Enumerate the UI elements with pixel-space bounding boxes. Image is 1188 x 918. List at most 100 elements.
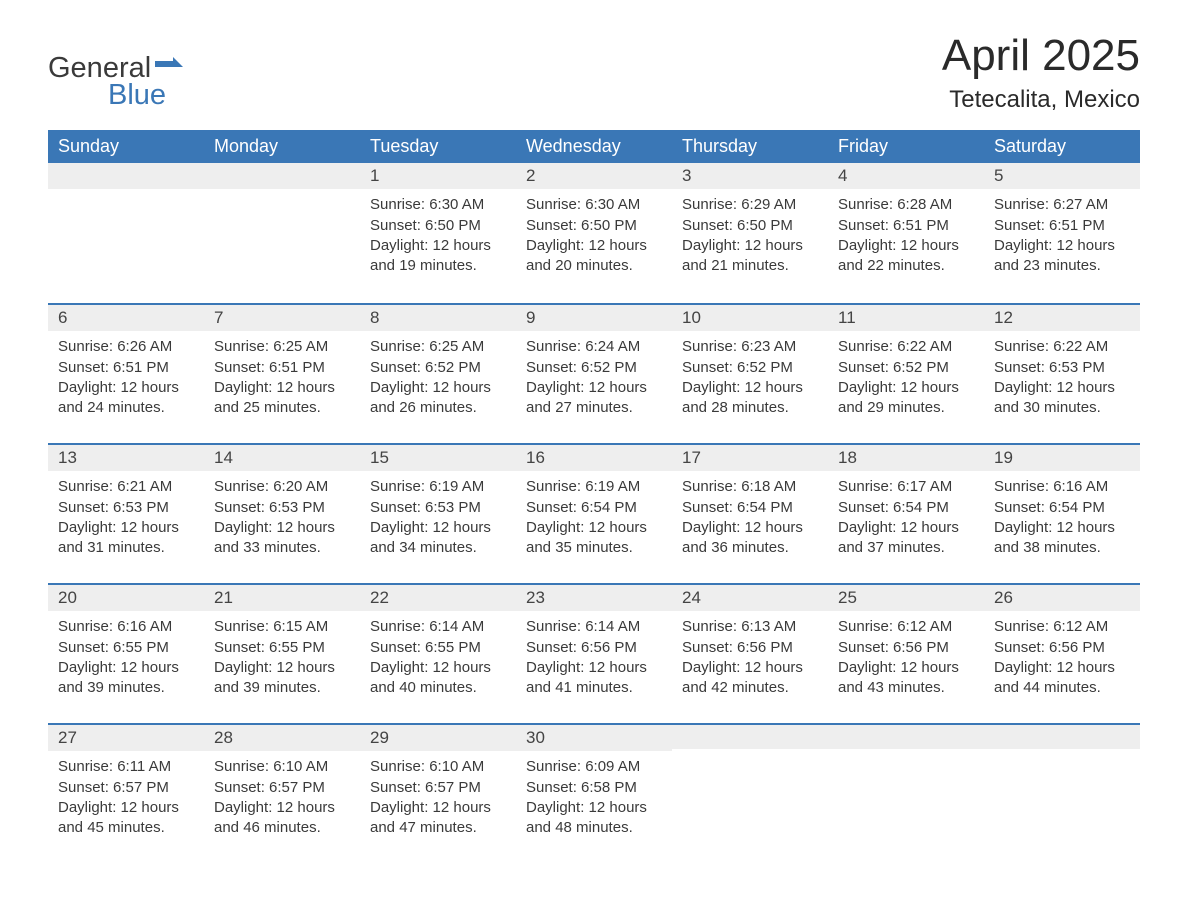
- daylight-line: Daylight: 12 hours and 30 minutes.: [994, 378, 1130, 419]
- daylight-line: Daylight: 12 hours and 28 minutes.: [682, 378, 818, 419]
- day-header: Friday: [828, 130, 984, 163]
- day-content: Sunrise: 6:11 AMSunset: 6:57 PMDaylight:…: [48, 751, 204, 846]
- daynum-bar: 21: [204, 583, 360, 611]
- day-content: Sunrise: 6:21 AMSunset: 6:53 PMDaylight:…: [48, 471, 204, 566]
- day-content: Sunrise: 6:14 AMSunset: 6:55 PMDaylight:…: [360, 611, 516, 706]
- sunrise-line: Sunrise: 6:16 AM: [994, 477, 1130, 497]
- sunrise-line: Sunrise: 6:15 AM: [214, 617, 350, 637]
- sunrise-line: Sunrise: 6:14 AM: [370, 617, 506, 637]
- daylight-line: Daylight: 12 hours and 22 minutes.: [838, 236, 974, 277]
- sunset-line: Sunset: 6:52 PM: [682, 358, 818, 378]
- daylight-line: Daylight: 12 hours and 21 minutes.: [682, 236, 818, 277]
- daylight-line: Daylight: 12 hours and 29 minutes.: [838, 378, 974, 419]
- calendar-day-cell: [672, 723, 828, 863]
- daynum-bar: 8: [360, 303, 516, 331]
- day-content: Sunrise: 6:28 AMSunset: 6:51 PMDaylight:…: [828, 189, 984, 284]
- sunset-line: Sunset: 6:56 PM: [838, 638, 974, 658]
- calendar-day-cell: 18 Sunrise: 6:17 AMSunset: 6:54 PMDayligh…: [828, 443, 984, 583]
- sunrise-line: Sunrise: 6:28 AM: [838, 195, 974, 215]
- day-content: Sunrise: 6:29 AMSunset: 6:50 PMDaylight:…: [672, 189, 828, 284]
- sunrise-line: Sunrise: 6:17 AM: [838, 477, 974, 497]
- calendar-day-cell: 5Sunrise: 6:27 AMSunset: 6:51 PMDaylight…: [984, 163, 1140, 303]
- sunrise-line: Sunrise: 6:30 AM: [370, 195, 506, 215]
- daylight-line: Daylight: 12 hours and 42 minutes.: [682, 658, 818, 699]
- daynum-bar: 14: [204, 443, 360, 471]
- calendar-day-cell: 20Sunrise: 6:16 AMSunset: 6:55 PMDayligh…: [48, 583, 204, 723]
- daynum-bar: 1: [360, 163, 516, 189]
- sunrise-line: Sunrise: 6:22 AM: [994, 337, 1130, 357]
- sunset-line: Sunset: 6:56 PM: [526, 638, 662, 658]
- day-content: Sunrise: 6:22 AMSunset: 6:53 PMDaylight:…: [984, 331, 1140, 426]
- daylight-line: Daylight: 12 hours and 24 minutes.: [58, 378, 194, 419]
- location-label: Tetecalita, Mexico: [942, 86, 1140, 114]
- day-content: Sunrise: 6:30 AMSunset: 6:50 PMDaylight:…: [516, 189, 672, 284]
- daynum-bar-empty: [48, 163, 204, 189]
- daynum-bar: 18: [828, 443, 984, 471]
- sunset-line: Sunset: 6:50 PM: [370, 216, 506, 236]
- daylight-line: Daylight: 12 hours and 19 minutes.: [370, 236, 506, 277]
- calendar-day-cell: 13Sunrise: 6:21 AMSunset: 6:53 PMDayligh…: [48, 443, 204, 583]
- daylight-line: Daylight: 12 hours and 46 minutes.: [214, 798, 350, 839]
- daylight-line: Daylight: 12 hours and 20 minutes.: [526, 236, 662, 277]
- sunset-line: Sunset: 6:52 PM: [526, 358, 662, 378]
- calendar-day-cell: 1Sunrise: 6:30 AMSunset: 6:50 PMDaylight…: [360, 163, 516, 303]
- sunset-line: Sunset: 6:57 PM: [214, 778, 350, 798]
- sunset-line: Sunset: 6:53 PM: [994, 358, 1130, 378]
- sunset-line: Sunset: 6:54 PM: [526, 498, 662, 518]
- daylight-line: Daylight: 12 hours and 45 minutes.: [58, 798, 194, 839]
- daylight-line: Daylight: 12 hours and 43 minutes.: [838, 658, 974, 699]
- daynum-bar: 22: [360, 583, 516, 611]
- sunrise-line: Sunrise: 6:14 AM: [526, 617, 662, 637]
- day-content: Sunrise: 6:12 AMSunset: 6:56 PMDaylight:…: [828, 611, 984, 706]
- sunrise-line: Sunrise: 6:13 AM: [682, 617, 818, 637]
- calendar-week-row: 6Sunrise: 6:26 AMSunset: 6:51 PMDaylight…: [48, 303, 1140, 443]
- daynum-bar: 13: [48, 443, 204, 471]
- daynum-bar: 27: [48, 723, 204, 751]
- daynum-bar: 17: [672, 443, 828, 471]
- daylight-line: Daylight: 12 hours and 39 minutes.: [214, 658, 350, 699]
- day-content: Sunrise: 6:12 AMSunset: 6:56 PMDaylight:…: [984, 611, 1140, 706]
- calendar-day-cell: 3Sunrise: 6:29 AMSunset: 6:50 PMDaylight…: [672, 163, 828, 303]
- daynum-bar-empty: [984, 723, 1140, 749]
- sunrise-line: Sunrise: 6:10 AM: [214, 757, 350, 777]
- day-header: Wednesday: [516, 130, 672, 163]
- daylight-line: Daylight: 12 hours and 48 minutes.: [526, 798, 662, 839]
- calendar-day-cell: 16Sunrise: 6:19 AMSunset: 6:54 PMDayligh…: [516, 443, 672, 583]
- day-content: Sunrise: 6:24 AMSunset: 6:52 PMDaylight:…: [516, 331, 672, 426]
- sunrise-line: Sunrise: 6:19 AM: [370, 477, 506, 497]
- day-content: Sunrise: 6:30 AMSunset: 6:50 PMDaylight:…: [360, 189, 516, 284]
- calendar-day-cell: 25Sunrise: 6:12 AMSunset: 6:56 PMDayligh…: [828, 583, 984, 723]
- page-header: General Blue April 2025 Tetecalita, Mexi…: [48, 32, 1140, 114]
- calendar-day-cell: 21Sunrise: 6:15 AMSunset: 6:55 PMDayligh…: [204, 583, 360, 723]
- calendar-day-cell: 4Sunrise: 6:28 AMSunset: 6:51 PMDaylight…: [828, 163, 984, 303]
- day-content: Sunrise: 6:09 AMSunset: 6:58 PMDaylight:…: [516, 751, 672, 846]
- daylight-line: Daylight: 12 hours and 36 minutes.: [682, 518, 818, 559]
- calendar-day-cell: 19Sunrise: 6:16 AMSunset: 6:54 PMDayligh…: [984, 443, 1140, 583]
- sunrise-line: Sunrise: 6:24 AM: [526, 337, 662, 357]
- sunset-line: Sunset: 6:53 PM: [58, 498, 194, 518]
- day-content: Sunrise: 6:10 AMSunset: 6:57 PMDaylight:…: [204, 751, 360, 846]
- sunrise-line: Sunrise: 6:16 AM: [58, 617, 194, 637]
- calendar-day-cell: 27Sunrise: 6:11 AMSunset: 6:57 PMDayligh…: [48, 723, 204, 863]
- sunrise-line: Sunrise: 6:30 AM: [526, 195, 662, 215]
- sunrise-line: Sunrise: 6:09 AM: [526, 757, 662, 777]
- daylight-line: Daylight: 12 hours and 37 minutes.: [838, 518, 974, 559]
- sunset-line: Sunset: 6:56 PM: [994, 638, 1130, 658]
- calendar-week-row: 13Sunrise: 6:21 AMSunset: 6:53 PMDayligh…: [48, 443, 1140, 583]
- month-title: April 2025: [942, 32, 1140, 80]
- sunset-line: Sunset: 6:54 PM: [838, 498, 974, 518]
- calendar-day-cell: 24Sunrise: 6:13 AMSunset: 6:56 PMDayligh…: [672, 583, 828, 723]
- calendar-day-cell: 2Sunrise: 6:30 AMSunset: 6:50 PMDaylight…: [516, 163, 672, 303]
- sunset-line: Sunset: 6:51 PM: [214, 358, 350, 378]
- day-header: Monday: [204, 130, 360, 163]
- day-content: Sunrise: 6:16 AMSunset: 6:54 PMDaylight:…: [984, 471, 1140, 566]
- sunrise-line: Sunrise: 6:26 AM: [58, 337, 194, 357]
- calendar-day-cell: [48, 163, 204, 303]
- title-block: April 2025 Tetecalita, Mexico: [942, 32, 1140, 114]
- daynum-bar: 15: [360, 443, 516, 471]
- sunset-line: Sunset: 6:52 PM: [370, 358, 506, 378]
- sunrise-line: Sunrise: 6:27 AM: [994, 195, 1130, 215]
- daynum-bar: 28: [204, 723, 360, 751]
- sunrise-line: Sunrise: 6:25 AM: [214, 337, 350, 357]
- daynum-bar: 9: [516, 303, 672, 331]
